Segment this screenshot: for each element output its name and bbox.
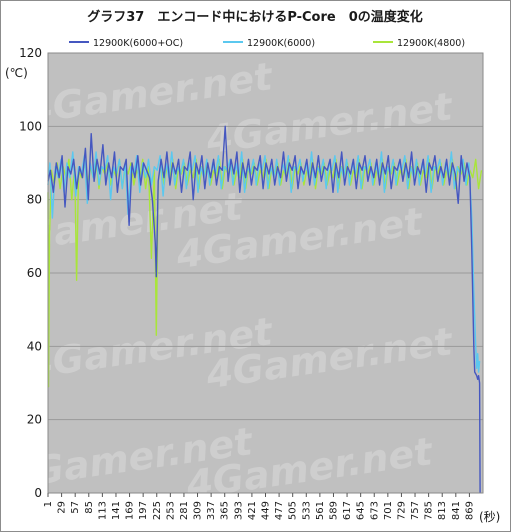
- x-tick-label: 477: [274, 501, 285, 520]
- y-tick-label: 80: [27, 193, 42, 207]
- x-tick-label: 869: [464, 501, 475, 520]
- x-tick-label: 589: [328, 501, 339, 520]
- x-axis: 1 29 57 85 113 141 169 197 225 253 281 309 337 365 393…: [43, 493, 475, 520]
- x-axis-title: (秒): [479, 510, 500, 524]
- legend-label: 12900K(6000): [247, 38, 315, 49]
- x-tick-label: 841: [451, 501, 462, 520]
- legend-label: 12900K(6000+OC): [93, 38, 183, 49]
- x-tick-label: 505: [288, 501, 299, 520]
- x-tick-label: 673: [369, 501, 380, 520]
- x-tick-label: 281: [179, 501, 190, 520]
- y-axis-title: (℃): [5, 66, 28, 80]
- series-line-2: [47, 158, 483, 388]
- y-tick-label: 20: [27, 413, 42, 427]
- x-tick-label: 253: [165, 501, 176, 520]
- y-tick-label: 100: [19, 119, 42, 133]
- x-tick-label: 617: [342, 501, 353, 520]
- x-tick-label: 1: [43, 501, 54, 507]
- y-tick-label: 120: [19, 46, 42, 60]
- x-tick-label: 645: [356, 501, 367, 520]
- x-tick-label: 57: [70, 501, 81, 514]
- x-tick-label: 729: [396, 501, 407, 520]
- x-tick-label: 197: [138, 501, 149, 520]
- x-tick-label: 533: [301, 501, 312, 520]
- y-tick-label: 60: [27, 266, 42, 280]
- grid-lines: [48, 125, 483, 421]
- x-tick-label: 561: [315, 501, 326, 520]
- x-tick-label: 169: [125, 501, 136, 520]
- x-tick-label: 29: [57, 501, 68, 514]
- x-tick-label: 309: [193, 501, 204, 520]
- x-tick-label: 421: [247, 501, 258, 520]
- y-tick-label: 0: [34, 486, 42, 500]
- y-axis: 0 20 40 60 80 100 120: [19, 46, 42, 500]
- x-tick-label: 141: [111, 501, 122, 520]
- legend: 12900K(6000+OC) 12900K(6000) 12900K(4800): [69, 38, 465, 49]
- series-line-0: [47, 125, 481, 494]
- x-tick-label: 757: [410, 501, 421, 520]
- x-tick-label: 225: [152, 501, 163, 520]
- y-tick-label: 40: [27, 339, 42, 353]
- legend-label: 12900K(4800): [397, 38, 465, 49]
- x-tick-label: 701: [383, 501, 394, 520]
- series-layer: [47, 125, 483, 494]
- chart-title: グラフ37 エンコード中におけるP-Core 0の温度変化: [87, 9, 423, 25]
- x-tick-label: 365: [220, 501, 231, 520]
- x-tick-label: 813: [437, 501, 448, 520]
- x-tick-label: 85: [84, 501, 95, 514]
- x-tick-label: 449: [261, 501, 272, 520]
- x-tick-label: 113: [97, 501, 108, 520]
- x-tick-label: 337: [206, 501, 217, 520]
- x-tick-label: 785: [424, 501, 435, 520]
- x-tick-label: 393: [233, 501, 244, 520]
